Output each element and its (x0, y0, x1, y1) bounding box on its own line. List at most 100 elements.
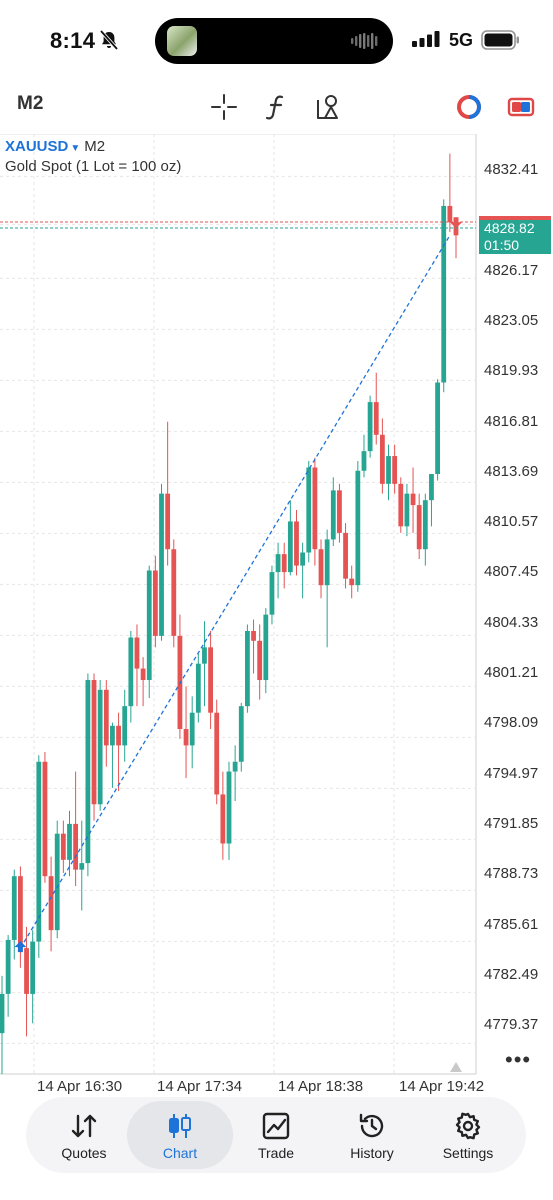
candle-body (349, 578, 355, 586)
sell-arrow-icon (450, 217, 462, 229)
objects-icon[interactable] (311, 90, 345, 124)
bottom-navigation: Quotes Chart Trade History (26, 1097, 526, 1173)
candle-body (435, 382, 440, 475)
time-axis-tick: 14 Apr 16:30 (37, 1078, 123, 1095)
tab-chart[interactable]: Chart (130, 1097, 230, 1173)
candle-body (97, 689, 103, 805)
candle-body (60, 833, 66, 860)
candle-body (257, 640, 263, 681)
candle-body (202, 647, 207, 664)
candle-body (367, 402, 373, 452)
price-axis-tick: 4794.97 (484, 764, 539, 782)
candle-body (379, 434, 385, 484)
candle-body (152, 570, 158, 636)
price-axis-tick: 4813.69 (484, 462, 539, 480)
chart-settings-icon[interactable] (504, 90, 538, 124)
price-axis-tick: 4801.21 (484, 664, 539, 681)
candle-body (287, 521, 293, 573)
candle-body (85, 680, 91, 864)
candle-body (294, 521, 299, 566)
candle-body (5, 939, 11, 994)
price-axis-tick: 4804.33 (484, 613, 539, 631)
current-price: 4828.82 (484, 220, 535, 236)
candle-body (269, 572, 275, 615)
price-chart[interactable]: XAUUSD ▼ M2 Gold Spot (1 Lot = 100 oz) 483… (0, 134, 553, 1095)
symbol-dropdown-icon[interactable]: ▼ (70, 143, 81, 154)
candlestick-chart[interactable] (0, 134, 553, 1078)
candle-body (128, 637, 134, 707)
candle-body (24, 948, 29, 994)
candle-body (42, 761, 48, 877)
candle-body (232, 761, 238, 772)
candle-body (73, 823, 79, 870)
price-axis-tick: 4798.09 (484, 714, 539, 732)
candle-body (373, 402, 379, 435)
timeframe-selector[interactable]: M2 (17, 93, 44, 114)
candle-body (146, 570, 152, 681)
candle-body (300, 552, 306, 566)
tab-trade[interactable]: Trade (226, 1097, 326, 1173)
candle-body (447, 205, 453, 223)
candle-body (116, 725, 121, 746)
candle-body (410, 493, 416, 506)
time-axis-tick: 14 Apr 18:38 (278, 1078, 364, 1095)
gear-icon (455, 1112, 481, 1140)
candle-body (263, 614, 269, 681)
price-axis-tick: 4788.73 (484, 865, 539, 883)
dynamic-island[interactable] (155, 18, 393, 64)
buy-arrow-icon (14, 941, 27, 953)
tab-settings[interactable]: Settings (418, 1097, 518, 1173)
candle-body (30, 941, 36, 994)
candle-body (195, 663, 201, 713)
candle-body (416, 505, 422, 550)
candle-body (245, 630, 250, 707)
history-clock-icon (359, 1113, 384, 1138)
candle-body (318, 549, 324, 586)
candle-body (306, 467, 312, 553)
candle-body (103, 689, 109, 746)
crosshair-icon[interactable] (207, 90, 241, 124)
trend-line (19, 235, 451, 949)
price-axis-tick: 4782.49 (484, 965, 539, 983)
tab-chart-label: Chart (162, 1145, 198, 1161)
symbol-name[interactable]: XAUUSD (5, 138, 69, 155)
candle-body (355, 470, 361, 586)
candle-body (441, 205, 447, 383)
candle-body (54, 833, 60, 931)
candle-body (386, 456, 391, 484)
price-axis-tick: 4816.81 (484, 412, 539, 430)
time-axis-tick: 14 Apr 19:42 (399, 1078, 485, 1095)
bell-muted-icon (99, 29, 119, 51)
candle-body (140, 668, 146, 681)
bar-countdown: 01:50 (484, 237, 520, 253)
candle-body (275, 554, 281, 573)
price-axis-tick: 4807.45 (484, 563, 539, 581)
price-axis-tick: 4832.41 (484, 161, 539, 178)
candle-body (429, 474, 434, 501)
more-options-icon[interactable]: ••• (505, 1047, 532, 1072)
price-axis-tick: 4819.93 (484, 362, 539, 380)
network-type: 5G (449, 30, 474, 50)
symbol-timeframe: M2 (84, 138, 106, 155)
candle-body (159, 493, 164, 636)
candles-icon (169, 1114, 191, 1138)
candle-body (165, 493, 171, 550)
color-mode-icon[interactable] (452, 90, 486, 124)
battery-icon (481, 30, 519, 50)
candle-body (11, 876, 17, 940)
time-axis-tick: 14 Apr 17:34 (157, 1078, 243, 1095)
candle-body (330, 490, 336, 540)
tab-history[interactable]: History (322, 1097, 422, 1173)
candle-body (398, 483, 404, 527)
candle-body (404, 493, 410, 527)
symbol-header[interactable]: XAUUSD ▼ M2 (5, 138, 105, 155)
status-bar: 8:14 5G (0, 0, 553, 80)
now-playing-thumbnail (167, 26, 197, 56)
tab-quotes[interactable]: Quotes (34, 1097, 134, 1173)
function-icon[interactable] (259, 90, 293, 124)
candle-body (226, 771, 232, 844)
symbol-description: Gold Spot (1 Lot = 100 oz) (5, 158, 182, 175)
candle-body (18, 876, 23, 949)
price-axis-tick: 4779.37 (484, 1016, 539, 1034)
candle-body (171, 549, 177, 636)
